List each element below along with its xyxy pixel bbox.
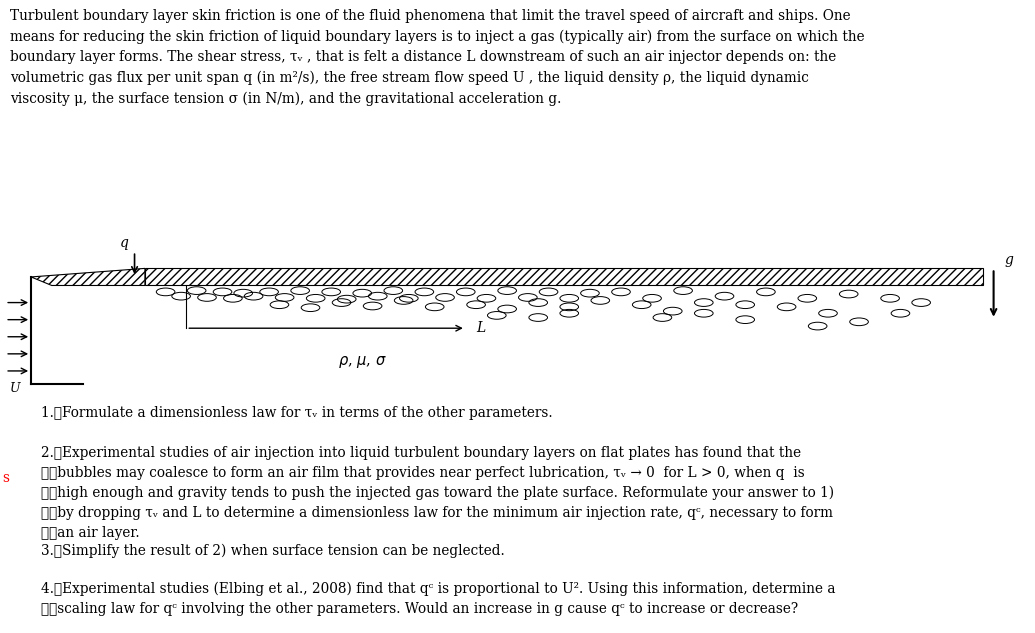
Text: 1.	Formulate a dimensionless law for τᵥ in terms of the other parameters.: 1. Formulate a dimensionless law for τᵥ … [41,406,553,420]
Text: 2.	Experimental studies of air injection into liquid turbulent boundary layers o: 2. Experimental studies of air injection… [41,446,834,541]
Text: U: U [10,382,21,394]
Text: 3.	Simplify the result of 2) when surface tension can be neglected.: 3. Simplify the result of 2) when surfac… [41,544,505,558]
Bar [145,268,983,285]
Text: s: s [2,472,9,486]
Text: g: g [1005,253,1013,267]
Polygon shape [31,268,145,285]
Text: $\rho$, $\mu$, $\sigma$: $\rho$, $\mu$, $\sigma$ [337,354,387,370]
Text: 4.	Experimental studies (Elbing et al., 2008) find that qᶜ is proportional to U²: 4. Experimental studies (Elbing et al., … [41,582,836,616]
Text: q: q [120,235,128,250]
Text: L: L [476,321,485,335]
Text: Turbulent boundary layer skin friction is one of the fluid phenomena that limit : Turbulent boundary layer skin friction i… [10,9,865,106]
